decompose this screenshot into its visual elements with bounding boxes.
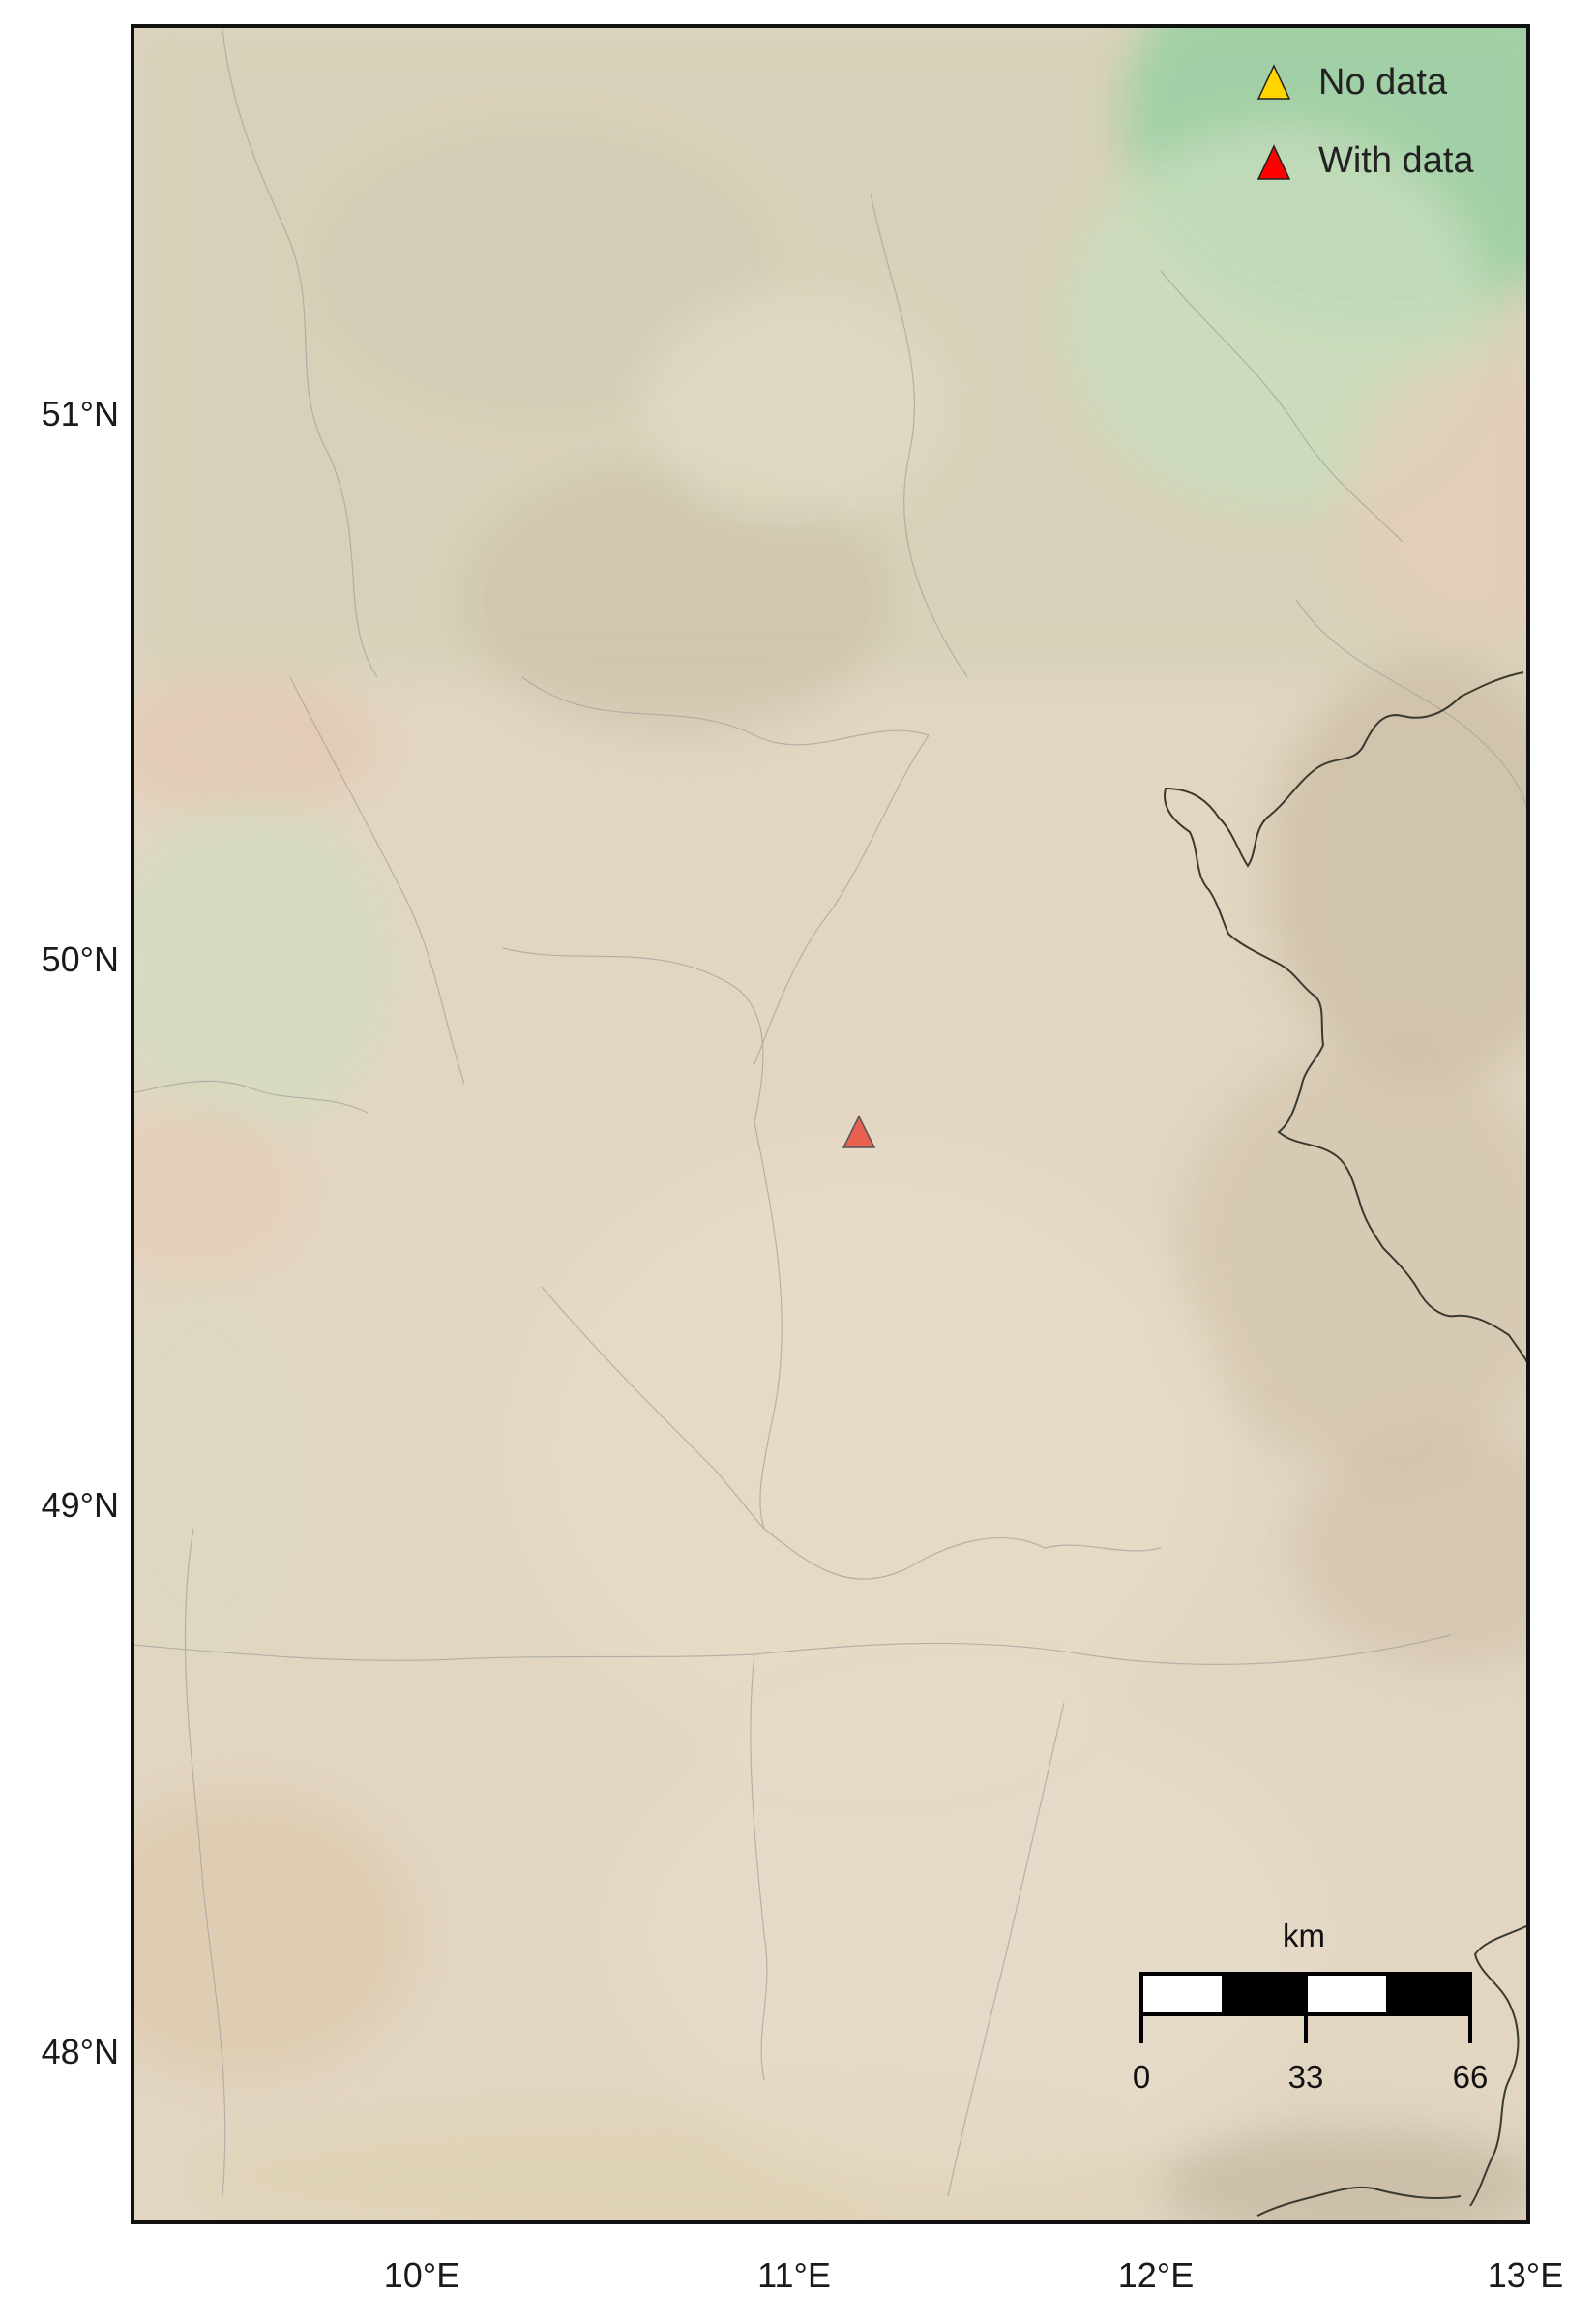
lon-label-13: 13°E [1488,2255,1563,2295]
map-frame [131,24,1530,2224]
regional-boundaries [133,28,1528,2197]
scale-segment-4 [1386,1972,1472,2016]
lon-label-12: 12°E [1118,2255,1194,2295]
lat-label-48: 48°N [42,2032,119,2071]
legend-marker-no-data [1256,64,1291,100]
terrain-basemap [133,26,1528,2222]
scale-label-33: 33 [1288,2059,1324,2095]
scale-segment-1 [1139,1972,1226,2016]
legend: No data With data [1256,62,1474,181]
latitude-axis: 51°N 50°N 49°N 48°N [42,394,119,2071]
scale-segment-2 [1222,1972,1308,2016]
lon-label-10: 10°E [384,2255,459,2295]
scale-unit: km [1283,1918,1325,1953]
scale-label-66: 66 [1453,2059,1489,2095]
scale-bar: km 0 33 66 [1133,1918,1489,2095]
lon-label-11: 11°E [757,2255,831,2295]
scale-segment-3 [1304,1972,1390,2016]
legend-label-no-data: No data [1318,62,1448,103]
legend-marker-with-data [1256,144,1291,180]
legend-label-with-data: With data [1318,140,1474,181]
station-marker-with-data[interactable] [842,1115,876,1148]
longitude-axis: 10°E 11°E 12°E 13°E [384,2255,1563,2295]
lat-label-49: 49°N [42,1485,119,1525]
national-border-south [1256,1924,1528,2217]
lat-label-50: 50°N [42,939,119,979]
lat-label-51: 51°N [42,394,119,433]
scale-label-0: 0 [1133,2059,1150,2095]
national-border [1164,671,1528,1365]
